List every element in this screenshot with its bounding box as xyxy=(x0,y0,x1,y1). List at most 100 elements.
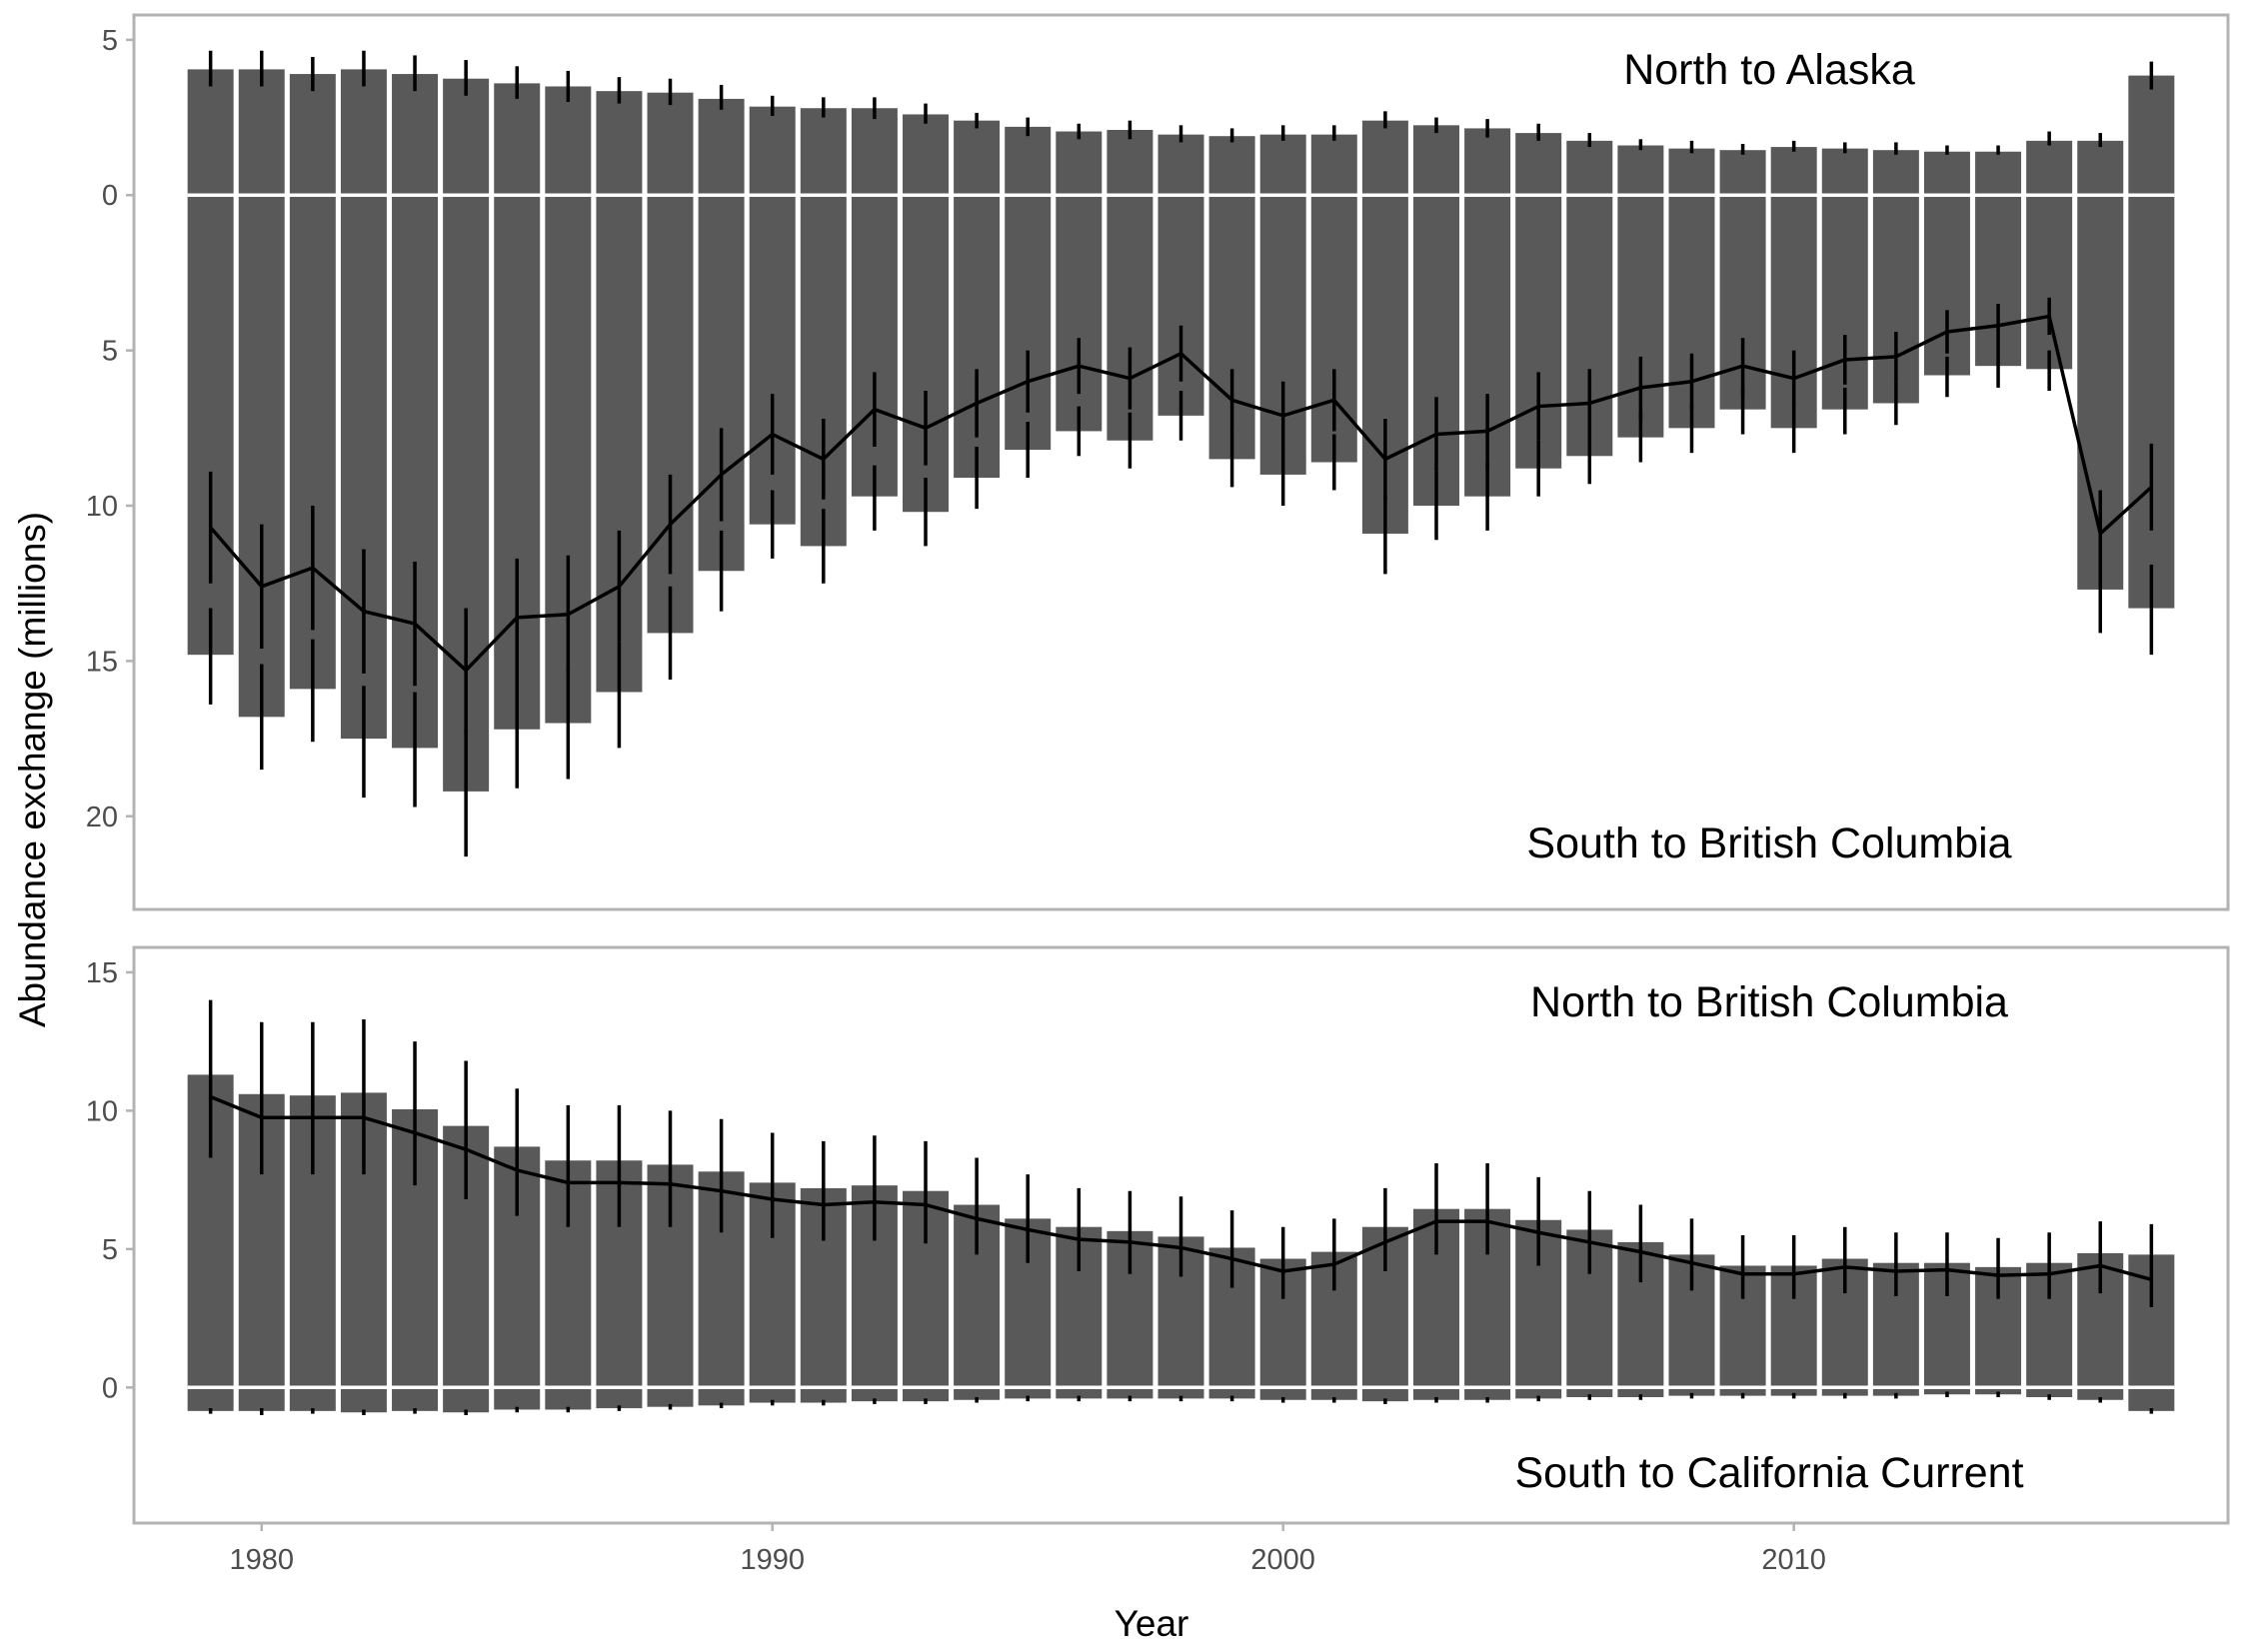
north-bar-2002 xyxy=(1361,120,1408,196)
bars-group xyxy=(187,1074,2175,1413)
south-bar-1999 xyxy=(1208,1387,1255,1399)
south-bar-2015 xyxy=(2026,195,2073,370)
north-bar-2001 xyxy=(1310,134,1357,196)
north-bar-2017 xyxy=(2128,75,2175,196)
annotation-north: North to Alaska xyxy=(1623,46,1915,94)
y-tick-label: 10 xyxy=(86,1095,118,1127)
north-bar-2000 xyxy=(1259,134,1306,196)
panel-bc-california: 0 5 10 15 North to British Columbia South t… xyxy=(86,945,2230,1525)
south-bar-2017 xyxy=(2128,195,2175,609)
south-bar-2017 xyxy=(2128,1387,2175,1411)
south-bar-1998 xyxy=(1157,195,1204,416)
panel-border xyxy=(132,13,2230,911)
south-bar-1980 xyxy=(238,1387,285,1411)
north-bar-1991 xyxy=(800,108,847,196)
y-tick-label: 10 xyxy=(86,491,118,523)
south-bar-1989 xyxy=(698,1387,745,1406)
north-bar-2004 xyxy=(1464,128,1511,196)
north-bar-1994 xyxy=(954,120,1001,196)
south-bar-1994 xyxy=(954,1387,1001,1400)
north-bar-1984 xyxy=(443,78,490,196)
north-bar-1992 xyxy=(851,108,898,196)
south-bar-2003 xyxy=(1412,1387,1459,1400)
south-bar-1985 xyxy=(494,1387,541,1410)
north-bar-2010 xyxy=(1770,147,1817,196)
y-ticks-group: 0 5 10 15 xyxy=(86,957,134,1404)
south-bar-1986 xyxy=(545,1387,592,1410)
error-bars-group xyxy=(208,999,2154,1415)
north-bar-1990 xyxy=(749,106,796,196)
north-bar-1999 xyxy=(1208,136,1255,196)
x-tick-label: 2010 xyxy=(1761,1544,1826,1576)
y-tick-label: 15 xyxy=(86,646,118,678)
north-bar-2007 xyxy=(1617,145,1664,196)
x-tick-label: 1990 xyxy=(740,1544,805,1576)
south-bar-1988 xyxy=(647,1387,694,1407)
north-bar-1987 xyxy=(596,91,643,196)
north-bar-2013 xyxy=(1923,151,1970,196)
annotation-north: North to British Columbia xyxy=(1530,978,2008,1026)
south-bar-1997 xyxy=(1107,1387,1153,1399)
y-tick-label: 5 xyxy=(102,1234,118,1266)
north-bar-1981 xyxy=(289,74,336,196)
south-bar-2012 xyxy=(1872,1387,1919,1396)
south-bar-1983 xyxy=(392,1387,439,1411)
north-bar-2006 xyxy=(1566,140,1613,196)
y-axis-title: Abundance exchange (millions) xyxy=(12,512,53,1027)
north-bar-1982 xyxy=(340,69,387,196)
south-bar-1991 xyxy=(800,1387,847,1403)
south-bar-2009 xyxy=(1719,1387,1766,1396)
north-bar-1993 xyxy=(903,114,950,196)
south-bar-2005 xyxy=(1515,1387,1562,1399)
south-bar-2010 xyxy=(1770,1387,1817,1396)
south-bar-2008 xyxy=(1668,1387,1715,1396)
south-bar-1981 xyxy=(289,1387,336,1411)
south-bar-2002 xyxy=(1361,1387,1408,1402)
south-bar-2016 xyxy=(2077,1387,2124,1400)
y-tick-label: 5 xyxy=(102,336,118,368)
north-bar-2014 xyxy=(1975,151,2022,196)
south-bar-1979 xyxy=(187,1387,234,1411)
north-bar-1998 xyxy=(1157,134,1204,196)
north-bar-1988 xyxy=(647,92,694,196)
bars-group xyxy=(187,69,2175,792)
south-bar-1987 xyxy=(596,1387,643,1409)
south-bar-1996 xyxy=(1056,1387,1103,1399)
south-bar-2004 xyxy=(1464,1387,1511,1400)
y-tick-label: 5 xyxy=(102,25,118,57)
panel-alaska-bc: 20 15 10 5 0 5 North to Alaska South to Briti… xyxy=(86,13,2230,911)
north-bar-1980 xyxy=(238,69,285,196)
y-tick-label: 0 xyxy=(102,1372,118,1404)
y-ticks-group: 20 15 10 5 0 5 xyxy=(86,25,134,833)
south-bar-2011 xyxy=(1821,1387,1868,1396)
north-bar-1986 xyxy=(545,86,592,196)
south-bar-2007 xyxy=(1617,1387,1664,1397)
south-bar-2015 xyxy=(2026,1387,2073,1397)
south-bar-1998 xyxy=(1157,1387,1204,1399)
north-bar-2009 xyxy=(1719,150,1766,196)
north-bar-1983 xyxy=(392,74,439,196)
north-bar-2015 xyxy=(2026,140,2073,196)
south-bar-2013 xyxy=(1923,1387,1970,1395)
x-axis-title: Year xyxy=(1115,1603,1189,1644)
y-tick-label: 15 xyxy=(86,957,118,989)
net-exchange-line xyxy=(209,314,2153,673)
north-bar-1995 xyxy=(1005,126,1052,196)
north-bar-2012 xyxy=(1872,150,1919,196)
north-bar-1989 xyxy=(698,98,745,196)
south-bar-1984 xyxy=(443,1387,490,1413)
annotation-south: South to British Columbia xyxy=(1526,820,2011,867)
x-axis: 1980 1990 2000 2010 xyxy=(229,1523,1826,1576)
south-bar-1992 xyxy=(851,1387,898,1402)
north-bar-2016 xyxy=(2077,140,2124,196)
south-bar-1982 xyxy=(340,1387,387,1413)
y-tick-label: 20 xyxy=(86,802,118,833)
north-bar-2005 xyxy=(1515,133,1562,196)
net-exchange-line xyxy=(209,1094,2152,1281)
south-bar-1990 xyxy=(749,195,796,525)
north-bar-1996 xyxy=(1056,131,1103,196)
south-bar-2000 xyxy=(1259,1387,1306,1400)
south-bar-1992 xyxy=(851,195,898,497)
south-bar-2001 xyxy=(1310,1387,1357,1400)
y-tick-label: 0 xyxy=(102,180,118,212)
